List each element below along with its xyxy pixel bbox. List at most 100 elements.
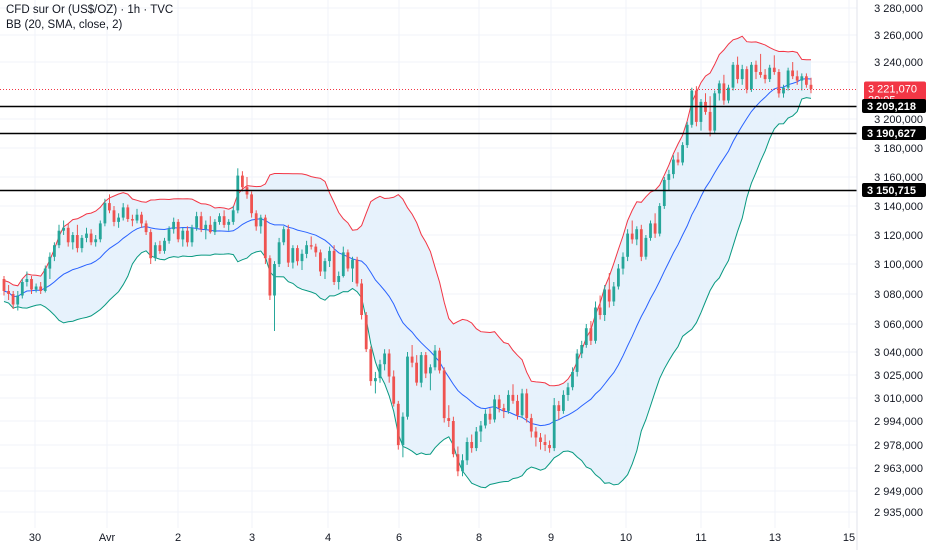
candle bbox=[763, 69, 767, 84]
candle-body bbox=[658, 206, 662, 234]
candle-body bbox=[754, 64, 758, 72]
candle bbox=[48, 252, 52, 279]
candle-body bbox=[250, 194, 253, 214]
candle bbox=[772, 55, 776, 75]
candle bbox=[332, 245, 336, 285]
candle bbox=[511, 384, 515, 404]
horizontal-level-value: 3 190,627 bbox=[867, 128, 916, 140]
candle-body bbox=[360, 283, 363, 315]
x-tick-label: 15 bbox=[843, 532, 855, 544]
indicator-label[interactable]: BB (20, SMA, close, 2) bbox=[6, 19, 123, 31]
y-tick-label: 2 935,000 bbox=[874, 507, 923, 519]
candle bbox=[479, 421, 483, 442]
candle-body bbox=[117, 217, 120, 222]
candle bbox=[227, 219, 231, 231]
candle bbox=[736, 56, 739, 84]
candle-body bbox=[424, 355, 428, 374]
candle-body bbox=[470, 442, 474, 449]
candle bbox=[644, 235, 648, 260]
candle-body bbox=[442, 370, 446, 419]
candle bbox=[658, 203, 662, 237]
candle-body bbox=[763, 74, 767, 80]
price-axis[interactable]: 3 280,000 3 260,000 3 240,000 3 200,000 3 18… bbox=[874, 3, 923, 519]
y-tick-label: 3 180,000 bbox=[874, 143, 923, 155]
y-tick-label: 3 160,000 bbox=[874, 172, 923, 184]
x-tick-label: 6 bbox=[396, 532, 402, 544]
candle bbox=[672, 155, 675, 179]
candle-body bbox=[516, 400, 519, 416]
candle-body bbox=[410, 356, 414, 363]
y-tick-label: 3 260,000 bbox=[874, 30, 923, 42]
candle-body bbox=[126, 207, 130, 219]
candle-body bbox=[626, 233, 629, 257]
candle-body bbox=[218, 216, 221, 222]
candle bbox=[108, 194, 111, 214]
time-axis[interactable]: 30 Avr 2 3 4 6 8 9 10 11 13 15 bbox=[29, 532, 855, 544]
candle bbox=[539, 433, 542, 450]
candle bbox=[493, 394, 496, 423]
horizontal-level-tag: 3 190,627 bbox=[862, 126, 926, 140]
candle bbox=[85, 227, 88, 243]
upper-band-line bbox=[3, 35, 812, 387]
candle bbox=[589, 321, 593, 345]
candle-body bbox=[153, 245, 157, 259]
y-tick-label: 3 120,000 bbox=[874, 230, 923, 242]
candle bbox=[470, 434, 474, 453]
candle-body bbox=[305, 245, 308, 254]
candle bbox=[20, 279, 24, 299]
candle-body bbox=[163, 240, 166, 251]
candle-body bbox=[195, 216, 198, 228]
candle-body bbox=[48, 256, 52, 269]
candle bbox=[681, 142, 684, 166]
candle bbox=[305, 240, 308, 259]
candle bbox=[75, 224, 79, 253]
candle-body bbox=[708, 111, 712, 131]
candle-body bbox=[653, 223, 657, 234]
candle bbox=[777, 69, 781, 98]
candle bbox=[250, 191, 253, 218]
candle-body bbox=[782, 87, 785, 94]
candle bbox=[392, 370, 396, 407]
candle-body bbox=[630, 233, 634, 240]
candle bbox=[525, 388, 529, 423]
candle bbox=[195, 211, 198, 231]
candle bbox=[39, 282, 43, 294]
candle bbox=[57, 224, 61, 249]
candle-body bbox=[30, 279, 33, 290]
candle bbox=[190, 224, 194, 247]
candle-body bbox=[296, 248, 299, 262]
candle bbox=[131, 214, 134, 227]
candle-body bbox=[502, 408, 506, 411]
candle-body bbox=[488, 413, 492, 420]
candle bbox=[98, 220, 102, 243]
candle bbox=[2, 276, 6, 296]
candle bbox=[745, 66, 749, 94]
candle-body bbox=[685, 124, 689, 146]
candle bbox=[25, 271, 29, 287]
candle-body bbox=[369, 349, 373, 382]
candle bbox=[16, 291, 20, 311]
symbol-title[interactable]: CFD sur Or (US$/OZ) · 1h · TVC bbox=[6, 4, 174, 16]
candle bbox=[415, 355, 418, 386]
candle bbox=[117, 213, 120, 228]
candle-body bbox=[213, 221, 217, 233]
candle bbox=[630, 220, 634, 244]
candle bbox=[708, 96, 712, 137]
candle-body bbox=[612, 286, 616, 302]
candle-body bbox=[2, 279, 6, 291]
horizontal-levels[interactable] bbox=[0, 89, 857, 192]
candle-body bbox=[282, 229, 286, 243]
horizontal-level-value: 3 209,218 bbox=[867, 101, 916, 113]
candle-body bbox=[607, 289, 611, 302]
x-tick-label: 4 bbox=[325, 532, 331, 544]
candle-body bbox=[341, 252, 345, 276]
candle bbox=[167, 226, 171, 244]
candle-body bbox=[16, 295, 20, 305]
candle bbox=[750, 62, 753, 92]
candle-body bbox=[461, 460, 464, 472]
candle-body bbox=[7, 291, 10, 294]
x-tick-label: 2 bbox=[175, 532, 181, 544]
candle bbox=[639, 224, 643, 262]
candle bbox=[529, 413, 533, 438]
